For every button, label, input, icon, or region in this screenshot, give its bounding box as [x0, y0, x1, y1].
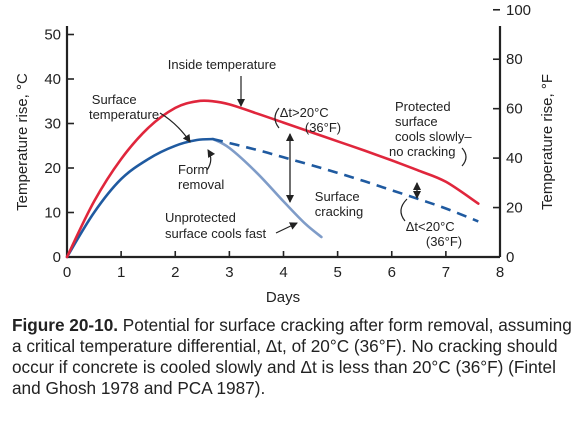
y-tick-label-left: 50 [44, 27, 61, 44]
x-tick-label: 0 [63, 264, 71, 281]
x-tick-label: 7 [442, 264, 450, 281]
y-tick-label-right: 20 [506, 200, 523, 217]
y-axis-left-title: Temperature rise, °C [14, 73, 31, 211]
bracket-protected [462, 148, 466, 166]
figure-caption: Figure 20-10. Potential for surface crac… [12, 315, 572, 399]
bracket-dt-lt [401, 199, 407, 221]
annotation-surface-cracking: Surface cracking [315, 189, 363, 219]
bracket-dt-gt [275, 108, 279, 128]
y-tick-label-right: 0 [506, 249, 514, 266]
y-tick-label-left: 20 [44, 160, 61, 177]
y-tick-label-right: 60 [506, 101, 523, 118]
x-tick-label: 3 [225, 264, 233, 281]
annotation-protected: Protected surface cools slowly– no crack… [389, 99, 475, 159]
y-tick-label-left: 0 [53, 249, 61, 266]
annotation-surface-temperature: Surface temperature [89, 92, 159, 122]
annotation-inside-temperature: Inside temperature [168, 57, 276, 72]
y-tick-label-left: 40 [44, 71, 61, 88]
y-tick-label-right: 100 [506, 2, 531, 19]
y-tick-label-left: 30 [44, 116, 61, 133]
annotation-form-removal: Form removal [178, 162, 224, 192]
caption-label: Figure 20-10. [12, 315, 118, 335]
y-tick-label-right: 80 [506, 51, 523, 68]
x-axis-title: Days [266, 289, 300, 306]
x-tick-label: 1 [117, 264, 125, 281]
x-tick-label: 8 [496, 264, 504, 281]
y-axis-right-title: Temperature rise, °F [539, 74, 556, 210]
y-tick-label-right: 40 [506, 150, 523, 167]
annotation-dt-lt: Δt<20°C (36°F) [406, 219, 462, 249]
leader-unprotected [276, 223, 297, 233]
x-tick-label: 4 [279, 264, 287, 281]
annotation-dt-gt: Δt>20°C (36°F) [280, 105, 341, 135]
leader-surface-temperature [160, 113, 190, 142]
y-tick-label-left: 10 [44, 205, 61, 222]
x-tick-label: 6 [388, 264, 396, 281]
annotation-unprotected: Unprotected surface cools fast [165, 210, 267, 241]
x-tick-label: 5 [333, 264, 341, 281]
x-tick-label: 2 [171, 264, 179, 281]
